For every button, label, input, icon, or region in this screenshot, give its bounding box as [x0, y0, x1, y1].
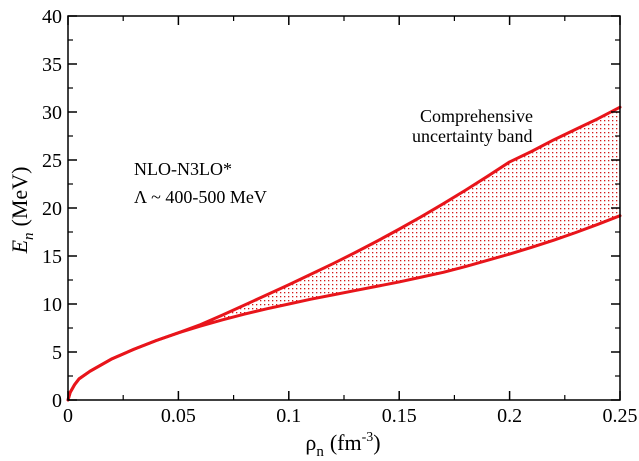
band-annotation-line2: uncertainty band [412, 126, 532, 146]
y-tick-label: 25 [42, 150, 62, 172]
y-tick-label: 30 [42, 102, 62, 124]
x-tick-label: 0.25 [603, 405, 638, 427]
uncertainty-band [68, 107, 620, 400]
y-tick-label: 15 [42, 246, 62, 268]
model-annotation-line2: Λ ~ 400-500 MeV [134, 187, 267, 207]
plot-area [68, 107, 620, 400]
y-axis-label: En(MeV) [7, 167, 37, 255]
y-tick-label: 0 [52, 390, 62, 412]
y-tick-label: 20 [42, 198, 62, 220]
x-tick-label: 0.15 [382, 405, 417, 427]
x-tick-label: 0.2 [497, 405, 522, 427]
axes: 0 0.05 0.1 0.15 0.2 0.25 0 5 10 15 20 25 30 35 40 [42, 6, 638, 427]
x-tick-label: 0.1 [276, 405, 301, 427]
y-tick-label: 40 [42, 6, 62, 28]
lower-bound-curve [66, 214, 622, 402]
y-tick-label: 35 [42, 54, 62, 76]
data-marks [66, 105, 622, 402]
model-annotation-line1: NLO-N3LO* [134, 159, 232, 179]
x-tick-label: 0 [63, 405, 73, 427]
y-tick-label: 10 [42, 294, 62, 316]
x-tick-label: 0.05 [161, 405, 196, 427]
x-axis-label: ρn (fm-3) [305, 430, 380, 460]
y-tick-label: 5 [52, 342, 62, 364]
band-annotation-line1: Comprehensive [420, 106, 533, 126]
